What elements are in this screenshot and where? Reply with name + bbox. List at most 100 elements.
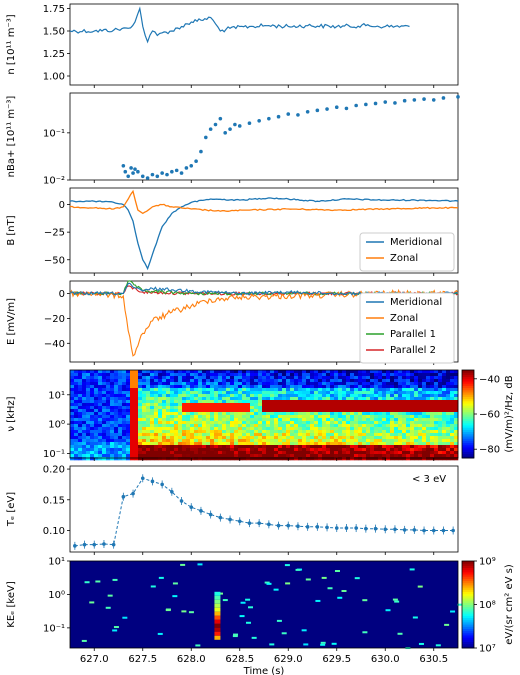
spectrogram-cell <box>334 370 339 374</box>
te-point <box>422 528 426 533</box>
spectrogram-cell <box>126 442 131 446</box>
spectrogram-cell <box>418 412 423 416</box>
spectrogram-cell <box>114 430 119 434</box>
spectrogram-cell <box>398 448 403 452</box>
spectrogram-cell <box>370 370 375 374</box>
spectrogram-cell <box>350 448 355 452</box>
spectrogram-cell <box>226 388 231 392</box>
spectrogram-cell <box>326 433 331 437</box>
spectrogram-cell <box>118 436 123 440</box>
spectrogram-cell <box>438 376 443 380</box>
spectrum-cell <box>412 616 418 619</box>
spectrogram-cell <box>366 373 371 377</box>
spectrogram-cell <box>442 382 447 386</box>
spectrogram-cell <box>194 457 199 461</box>
spectrogram-cell <box>366 415 371 419</box>
spectrogram-cell <box>370 412 375 416</box>
spectrogram-cell <box>146 373 151 377</box>
spectrogram-cell <box>86 376 91 380</box>
spectrogram-cell <box>114 406 119 410</box>
spectrogram-cell <box>374 448 379 452</box>
spectrogram-cell <box>86 400 91 404</box>
spectrogram-cell <box>350 400 355 404</box>
spectrogram-cell <box>294 394 299 398</box>
spectrogram-cell <box>358 433 363 437</box>
spectrogram-cell <box>338 415 343 419</box>
spectrogram-cell <box>394 436 399 440</box>
spectrogram-cell <box>186 445 191 449</box>
spectrogram-cell <box>250 436 255 440</box>
spectrogram-cell <box>202 418 207 422</box>
spectrogram-cell <box>134 397 139 401</box>
spectrogram-cell <box>294 385 299 389</box>
spectrogram-cell <box>278 400 283 404</box>
colorbar-cell <box>462 427 474 430</box>
spectrogram-cell <box>234 448 239 452</box>
spectrogram-cell <box>118 406 123 410</box>
spectrogram-cell <box>102 433 107 437</box>
spectrogram-cell <box>386 424 391 428</box>
spectrogram-cell <box>78 394 83 398</box>
spectrogram-cell <box>74 412 79 416</box>
spectrogram-cell <box>90 379 95 383</box>
colorbar-cell <box>462 444 474 448</box>
spectrogram-cell <box>94 370 99 374</box>
spectrogram-cell <box>98 445 103 449</box>
spectrogram-cell <box>426 442 431 446</box>
spectrogram-cell <box>226 400 231 404</box>
spectrogram-cell <box>74 436 79 440</box>
spectrogram-cell <box>178 433 183 437</box>
spectrogram-cell <box>326 445 331 449</box>
ytick-label: 0 <box>59 289 65 300</box>
spectrogram-cell <box>106 376 111 380</box>
spectrogram-cell <box>302 448 307 452</box>
te-point <box>82 542 87 547</box>
spectrogram-cell <box>354 448 359 452</box>
colorbar-cell <box>462 643 474 647</box>
spectrogram-cell <box>362 370 367 374</box>
spectrogram-cell <box>246 403 251 407</box>
spectrogram-cell <box>258 433 263 437</box>
spectrogram-cell <box>342 454 347 458</box>
spectrogram-cell <box>210 403 215 407</box>
spectrogram-cell <box>362 439 367 443</box>
spectrogram-cell <box>202 439 207 443</box>
spectrogram-cell <box>370 430 375 434</box>
spectrogram-cell <box>218 436 223 440</box>
spectrogram-cell <box>286 448 291 452</box>
spectrogram-cell <box>134 409 139 413</box>
spectrogram-cell <box>358 388 363 392</box>
spectrum-cell <box>122 616 128 619</box>
spectrogram-cell <box>382 433 387 437</box>
te-point <box>92 542 97 547</box>
spectrogram-cell <box>94 448 99 452</box>
spectrogram-cell <box>226 385 231 389</box>
spectrogram-cell <box>454 400 459 404</box>
spectrogram-cell <box>70 442 75 446</box>
spectrogram-cell <box>446 436 451 440</box>
spectrogram-cell <box>342 427 347 431</box>
spectrogram-cell <box>262 436 267 440</box>
spectrogram-cell <box>194 442 199 446</box>
spectrogram-cell <box>374 445 379 449</box>
spectrogram-cell <box>146 403 151 407</box>
spectrogram-cell <box>222 451 227 455</box>
spectrogram-cell <box>258 436 263 440</box>
spectrogram-cell <box>150 442 155 446</box>
spectrogram-cell <box>90 406 95 410</box>
spectrogram-cell <box>382 424 387 428</box>
spectrogram-cell <box>82 379 87 383</box>
spectrogram-cell <box>450 409 455 413</box>
spectrogram-cell <box>426 421 431 425</box>
spectrogram-cell <box>102 457 107 461</box>
spectrogram-cell <box>326 415 331 419</box>
spectrogram-cell <box>402 403 407 407</box>
spectrogram-cell <box>298 406 303 410</box>
spectrogram-cell <box>242 445 247 449</box>
spectrogram-cell <box>318 451 323 455</box>
spectrum-cell <box>188 611 194 614</box>
spectrogram-cell <box>338 406 343 410</box>
spectrogram-cell <box>142 442 147 446</box>
spectrogram-cell <box>226 424 231 428</box>
spectrogram-cell <box>362 409 367 413</box>
